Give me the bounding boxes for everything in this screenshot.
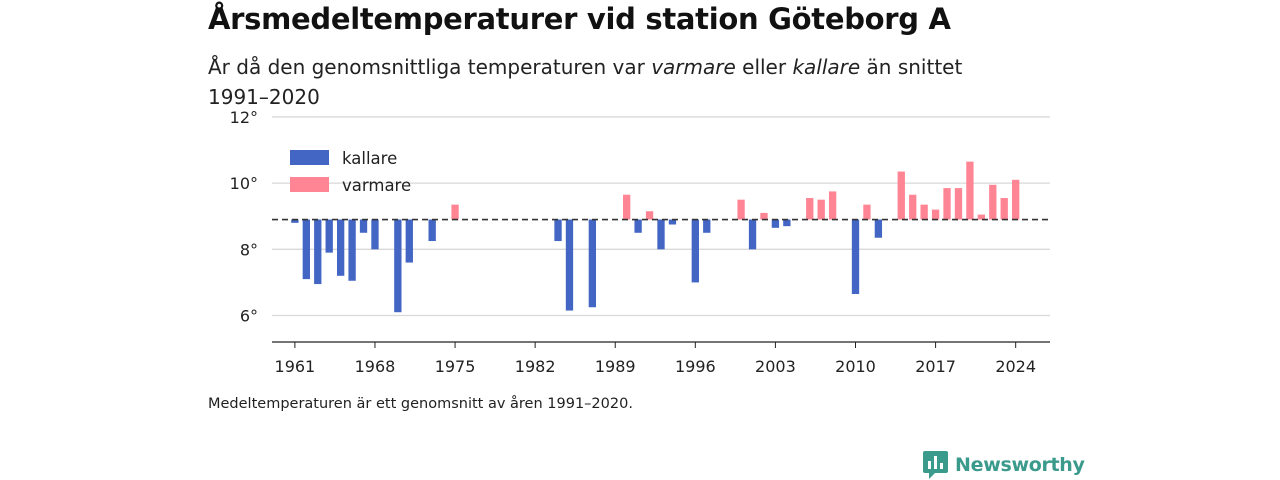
bar-kallare-1987 — [588, 219, 597, 308]
bar-varmare-2011 — [863, 204, 871, 220]
bar-kallare-1965 — [336, 219, 345, 276]
bar-kallare-1963 — [314, 219, 322, 285]
x-tick-label: 2010 — [835, 357, 876, 376]
legend-label-varmare: varmare — [342, 176, 411, 195]
newsworthy-logo-icon — [923, 451, 948, 479]
legend-swatch-kallare — [290, 150, 329, 165]
footnote: Medeltemperaturen är ett genomsnitt av å… — [208, 396, 633, 412]
bar-kallare-1962 — [302, 219, 310, 280]
bar-varmare-2014 — [897, 171, 905, 220]
bar-varmare-2006 — [806, 198, 814, 220]
bar-kallare-1964 — [325, 219, 333, 253]
chart-subtitle: År då den genomsnittliga temperaturen va… — [208, 52, 1028, 112]
bar-kallare-2004 — [783, 219, 791, 227]
x-tick-label: 2017 — [915, 357, 956, 376]
bar-varmare-2016 — [920, 204, 928, 220]
bar-kallare-1973 — [428, 219, 436, 242]
bar-varmare-2022 — [989, 184, 997, 220]
subtitle-text-3: än snittet 1991–2020 — [208, 55, 963, 109]
chart-title: Årsmedeltemperaturer vid station Götebor… — [208, 2, 951, 36]
bar-kallare-1993 — [657, 219, 665, 250]
newsworthy-logo-text: Newsworthy — [955, 454, 1085, 476]
bar-kallare-2012 — [874, 219, 883, 238]
legend-swatch-varmare — [290, 177, 329, 192]
x-tick-label: 1996 — [675, 357, 716, 376]
newsworthy-logo[interactable]: Newsworthy — [922, 450, 1085, 480]
bar-kallare-2001 — [748, 219, 757, 250]
bar-kallare-1984 — [554, 219, 562, 242]
bar-varmare-2019 — [954, 188, 963, 220]
x-tick-label: 2003 — [755, 357, 796, 376]
x-tick-label: 1961 — [275, 357, 316, 376]
bar-kallare-1967 — [359, 219, 368, 233]
x-tick-label: 1982 — [515, 357, 556, 376]
subtitle-text-2: eller — [735, 55, 793, 79]
bar-kallare-1966 — [348, 219, 356, 281]
bar-varmare-1975 — [451, 204, 459, 220]
bar-varmare-2021 — [977, 214, 986, 220]
y-tick-label: 10° — [230, 174, 258, 193]
subtitle-emphasis-varmare: varmare — [651, 55, 736, 79]
bar-kallare-1970 — [394, 219, 402, 313]
x-tick-label: 1989 — [595, 357, 636, 376]
bar-kallare-2010 — [851, 219, 860, 295]
bar-kallare-1985 — [565, 219, 574, 311]
y-tick-label: 6° — [240, 307, 258, 326]
bar-varmare-2017 — [931, 209, 940, 220]
bar-varmare-2000 — [737, 199, 745, 220]
bar-varmare-2015 — [909, 194, 917, 220]
bar-kallare-2003 — [771, 219, 780, 228]
y-tick-label: 12° — [230, 108, 258, 127]
x-tick-label: 2024 — [995, 357, 1036, 376]
bar-kallare-1968 — [371, 219, 379, 250]
bar-varmare-2018 — [943, 188, 951, 220]
bar-varmare-2008 — [828, 191, 837, 220]
subtitle-text-1: År då den genomsnittliga temperaturen va… — [208, 55, 652, 79]
bar-varmare-2007 — [817, 199, 825, 220]
bar-varmare-2002 — [760, 212, 768, 220]
bar-kallare-1994 — [668, 219, 677, 225]
bar-kallare-1997 — [703, 219, 711, 233]
bar-kallare-1961 — [291, 219, 299, 223]
bar-kallare-1996 — [691, 219, 699, 283]
bar-varmare-1992 — [645, 211, 654, 220]
bar-kallare-1991 — [634, 219, 642, 233]
x-tick-label: 1968 — [355, 357, 396, 376]
subtitle-emphasis-kallare: kallare — [792, 55, 861, 79]
bar-kallare-1971 — [405, 219, 413, 263]
bar-varmare-2023 — [1000, 198, 1008, 220]
legend-label-kallare: kallare — [342, 149, 397, 168]
bar-varmare-2020 — [966, 161, 974, 220]
x-tick-label: 1975 — [435, 357, 476, 376]
temperature-bar-chart: 6° 8° 10° 12° 1961 1968 1975 1982 1989 1996 2003 20… — [230, 108, 1050, 376]
y-tick-label: 8° — [240, 240, 258, 259]
bar-varmare-2024 — [1012, 179, 1020, 220]
bar-varmare-1990 — [623, 194, 631, 220]
